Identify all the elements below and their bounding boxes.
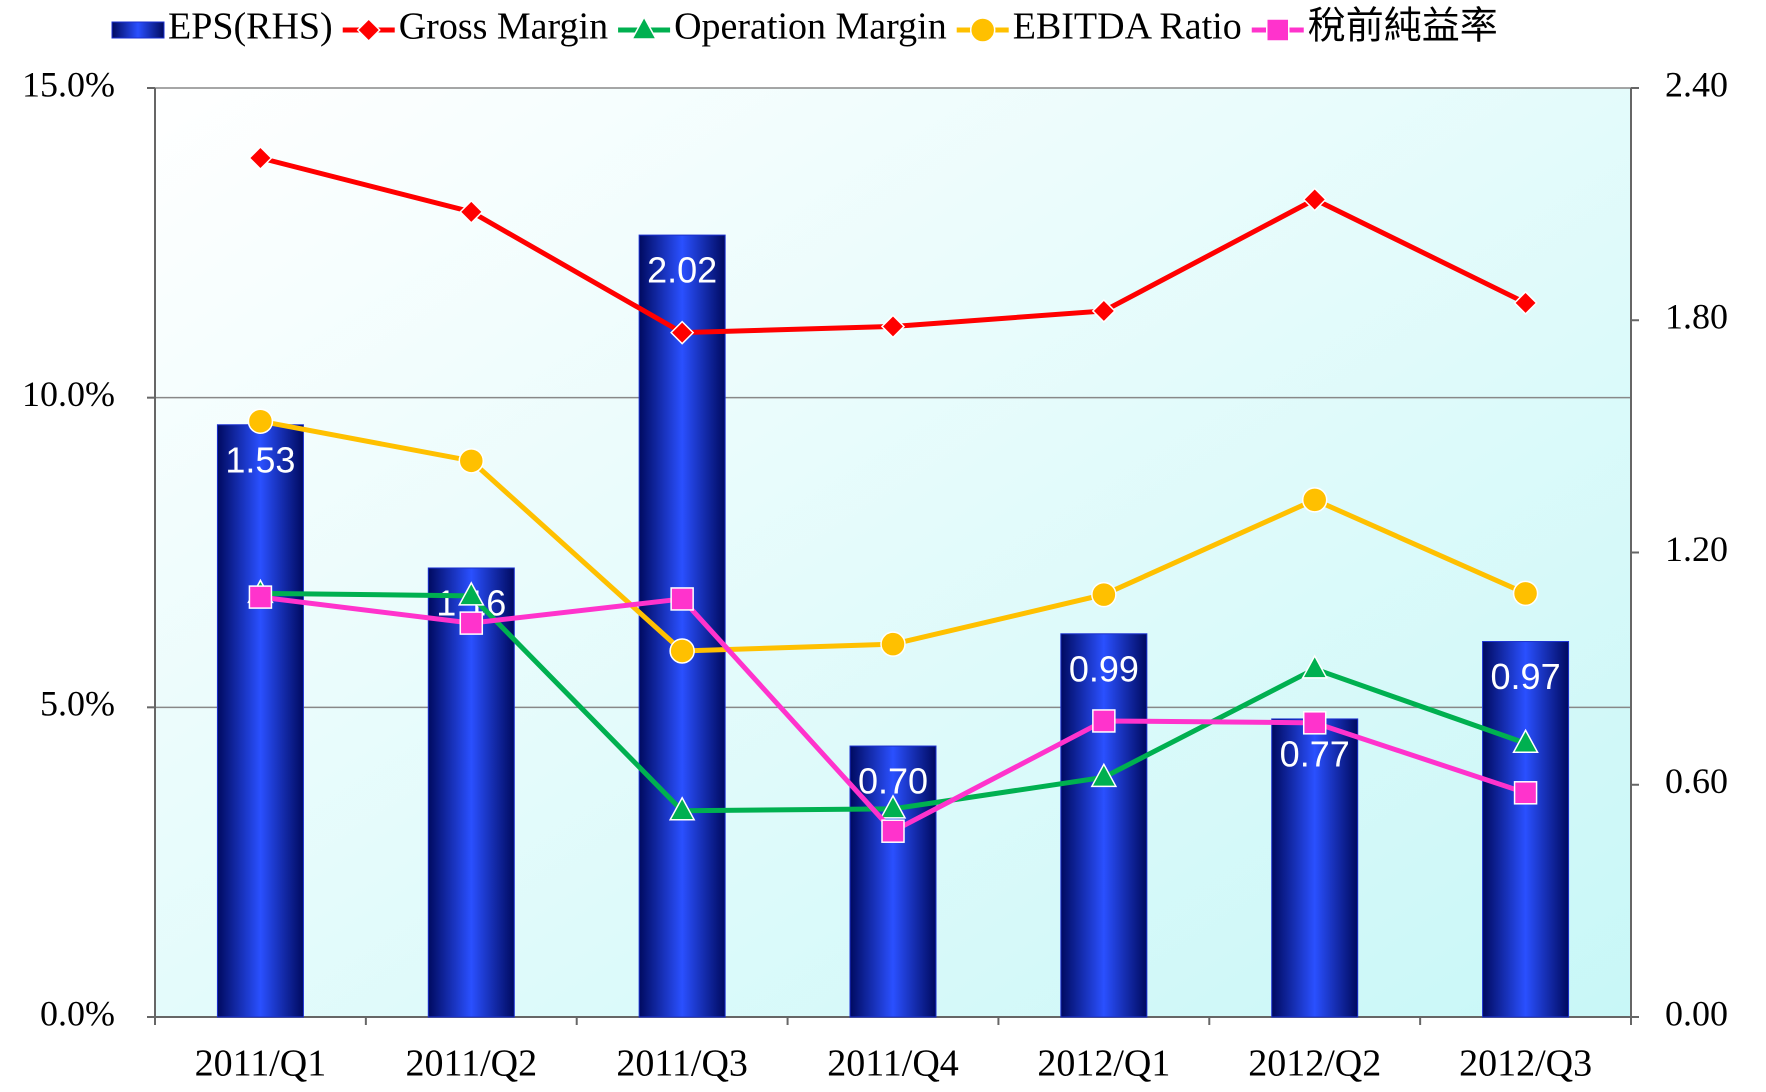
y-tick-label: 0.0%	[40, 993, 115, 1033]
y-tick-label: 15.0%	[22, 64, 115, 104]
marker	[248, 145, 273, 171]
marker	[459, 611, 484, 635]
legend-label: Operation Margin	[674, 6, 947, 48]
y2-tick-label: 0.60	[1665, 761, 1728, 801]
bar	[1482, 641, 1570, 1018]
y-tick-label: 10.0%	[22, 374, 115, 414]
marker	[668, 796, 696, 821]
y2-tick-label: 1.80	[1665, 297, 1728, 337]
legend-label: EPS(RHS)	[168, 6, 333, 48]
marker	[248, 585, 273, 609]
data-label: 0.99	[1069, 648, 1139, 689]
marker	[458, 448, 485, 474]
legend-label: 稅前純益率	[1308, 6, 1498, 48]
x-tick-label: 2011/Q2	[405, 1043, 537, 1085]
x-tick-label: 2011/Q1	[195, 1043, 327, 1085]
legend-label: Gross Margin	[399, 6, 608, 48]
y2-tick-label: 1.20	[1665, 529, 1728, 569]
marker	[670, 320, 695, 345]
x-tick-label: 2011/Q3	[616, 1043, 748, 1085]
marker	[1512, 728, 1539, 754]
marker	[1091, 581, 1117, 608]
marker	[969, 17, 996, 43]
bar	[849, 745, 937, 1018]
marker	[1301, 487, 1328, 513]
marker	[879, 794, 907, 819]
marker	[356, 17, 381, 43]
marker	[669, 638, 695, 664]
x-tick-label: 2012/Q1	[1037, 1043, 1170, 1085]
data-label: 1.53	[225, 439, 295, 480]
marker	[458, 581, 485, 606]
marker	[1302, 187, 1327, 212]
x-tick-label: 2011/Q4	[827, 1043, 959, 1085]
marker	[459, 199, 484, 224]
marker	[1302, 711, 1327, 735]
marker	[1301, 654, 1328, 679]
data-label: 0.77	[1280, 733, 1350, 774]
marker	[881, 819, 905, 843]
marker	[1513, 290, 1538, 315]
legend-swatch	[111, 21, 165, 39]
y2-tick-label: 0.00	[1665, 993, 1728, 1033]
data-label: 2.02	[647, 250, 717, 291]
marker	[630, 15, 658, 40]
y-tick-label: 5.0%	[40, 684, 115, 724]
bar	[427, 567, 515, 1018]
marker	[1513, 781, 1538, 805]
marker	[247, 408, 274, 434]
x-tick-label: 2012/Q3	[1459, 1043, 1592, 1085]
legend-label: EBITDA Ratio	[1013, 6, 1242, 48]
marker	[880, 631, 906, 657]
bar	[1060, 633, 1148, 1018]
marker	[880, 314, 906, 339]
y2-tick-label: 2.40	[1665, 64, 1728, 104]
marker	[670, 587, 694, 611]
bar	[216, 424, 304, 1018]
marker	[1090, 762, 1118, 788]
x-tick-label: 2012/Q2	[1248, 1043, 1381, 1085]
marker	[1092, 709, 1116, 733]
bar	[1271, 718, 1359, 1018]
data-label: 0.97	[1491, 656, 1561, 697]
marker	[1512, 580, 1539, 607]
marker	[1091, 298, 1116, 324]
marker	[1266, 18, 1290, 42]
